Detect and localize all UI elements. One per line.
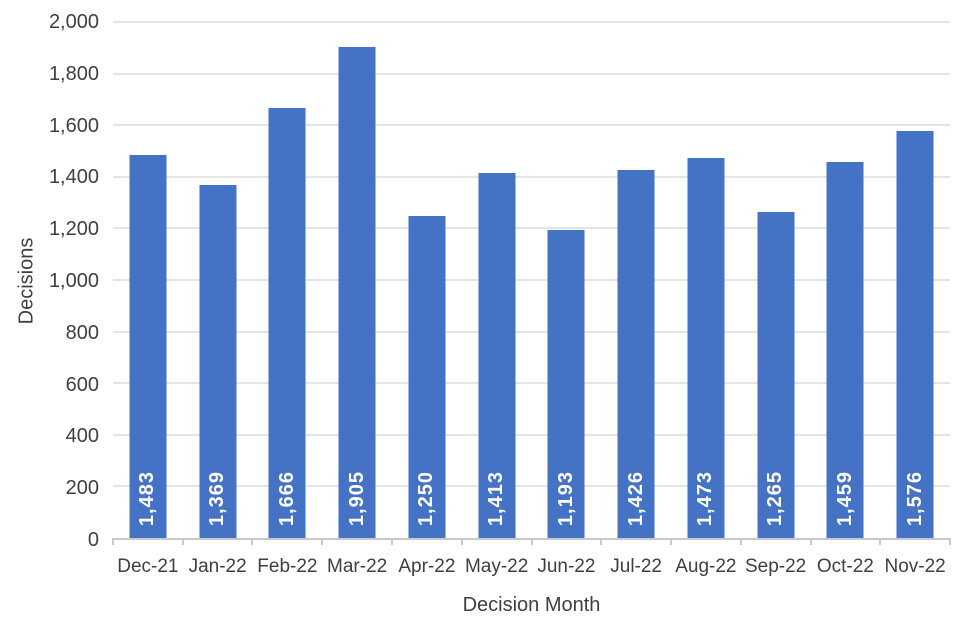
gridline (113, 433, 950, 436)
x-tick-label: Jan-22 (188, 556, 247, 577)
x-axis-tickmark (112, 538, 114, 545)
x-axis-tickmark (949, 538, 951, 545)
x-tick-label: Sep-22 (744, 556, 807, 577)
bar-slot: 1,473 (671, 22, 741, 538)
x-tick-label: Feb-22 (257, 556, 318, 577)
bar-Jul-22: 1,426 (617, 170, 655, 538)
x-axis-tickmark (669, 538, 672, 545)
bar-value-label: 1,369 (206, 470, 229, 526)
x-axis-tickmarks (112, 538, 951, 546)
bar-slot: 1,265 (741, 22, 811, 538)
gridline (113, 72, 950, 75)
bar-slot: 1,905 (322, 22, 392, 538)
bar-slot: 1,413 (462, 22, 532, 538)
bar-value-label: 1,666 (275, 470, 298, 526)
x-tick-label: Oct-22 (816, 556, 874, 577)
x-axis-tickmark (530, 538, 533, 545)
x-axis-tickmark (600, 538, 603, 545)
bar-slot: 1,426 (601, 22, 671, 538)
bar-slot: 1,193 (532, 22, 602, 538)
bar-value-label: 1,459 (833, 470, 856, 526)
bar-slot: 1,576 (880, 22, 950, 538)
x-axis-title: Decision Month (462, 594, 601, 616)
bar-May-22: 1,413 (478, 173, 516, 538)
bar-value-label: 1,473 (694, 470, 717, 526)
x-tick-label: Apr-22 (398, 556, 456, 577)
bar-value-label: 1,265 (764, 470, 787, 526)
y-tick-label: 600 (65, 373, 99, 396)
gridline (113, 279, 950, 281)
y-axis-tick-labels: 0 200 400 600 800 1,000 1,200 1,400 1,600 1,800 2,… (0, 12, 99, 550)
y-tick-label: 1,400 (48, 166, 99, 189)
gridline (113, 175, 950, 178)
x-tick-label: Mar-22 (327, 556, 388, 577)
y-tick-label: 1,600 (48, 114, 99, 137)
bar-slot: 1,369 (183, 22, 253, 538)
gridline (113, 21, 950, 23)
gridline (113, 124, 950, 127)
gridline (113, 485, 950, 488)
bar-value-label: 1,426 (624, 470, 647, 526)
bar-slot: 1,483 (113, 22, 183, 538)
bar-value-label: 1,905 (345, 470, 368, 526)
bar-series: 1,483 1,369 1,666 1,905 1,250 1,413 1,193 1,426… (113, 22, 950, 538)
bar-slot: 1,459 (811, 22, 881, 538)
gridline (113, 227, 950, 230)
bar-Apr-22: 1,250 (408, 215, 446, 538)
bar-Nov-22: 1,576 (896, 131, 934, 538)
x-axis-tickmark (321, 538, 324, 545)
bar-Sep-22: 1,265 (757, 211, 795, 538)
plot-area: 1,483 1,369 1,666 1,905 1,250 1,413 1,193 1,426… (112, 21, 951, 545)
gridline (113, 330, 950, 333)
x-axis-tickmark (251, 538, 254, 545)
bar-slot: 1,250 (392, 22, 462, 538)
bar-value-label: 1,250 (415, 470, 438, 526)
x-tick-label: Dec-21 (117, 556, 179, 577)
bar-Jun-22: 1,193 (547, 230, 585, 538)
x-tick-label: Jun-22 (537, 556, 596, 577)
bar-Mar-22: 1,905 (338, 46, 376, 538)
x-tick-label: Nov-22 (884, 556, 946, 577)
bar-value-label: 1,576 (903, 470, 926, 526)
bar-value-label: 1,483 (136, 470, 159, 526)
x-tick-label: May-22 (464, 556, 529, 577)
x-axis-tickmark (739, 538, 742, 545)
y-tick-label: 1,800 (48, 62, 99, 85)
gridline (113, 382, 950, 385)
x-axis-tickmark (460, 538, 463, 545)
x-axis-tickmark (181, 538, 184, 545)
y-tick-label: 200 (65, 477, 99, 500)
x-axis-tick-labels: Dec-21 Jan-22 Feb-22 Mar-22 Apr-22 May-22 Jun-… (113, 552, 950, 582)
y-tick-label: 1,200 (48, 218, 99, 241)
y-tick-label: 1,000 (48, 270, 99, 292)
bar-value-label: 1,413 (485, 470, 508, 526)
bar-value-label: 1,193 (554, 470, 577, 526)
x-tick-label: Aug-22 (675, 556, 737, 577)
bar-Aug-22: 1,473 (687, 157, 725, 538)
x-tick-label: Jul-22 (610, 556, 662, 577)
y-tick-label: 800 (65, 321, 99, 344)
y-tick-label: 0 (87, 529, 99, 551)
bar-Dec-21: 1,483 (129, 155, 167, 538)
bar-Jan-22: 1,369 (199, 184, 237, 538)
y-tick-label: 2,000 (48, 11, 99, 33)
x-axis-tickmark (809, 538, 812, 545)
y-tick-label: 400 (65, 425, 99, 448)
x-axis-tickmark (390, 538, 393, 545)
bar-Oct-22: 1,459 (826, 161, 864, 538)
bar-slot: 1,666 (253, 22, 323, 538)
x-axis-tickmark (879, 538, 882, 545)
bar-Feb-22: 1,666 (268, 108, 306, 538)
